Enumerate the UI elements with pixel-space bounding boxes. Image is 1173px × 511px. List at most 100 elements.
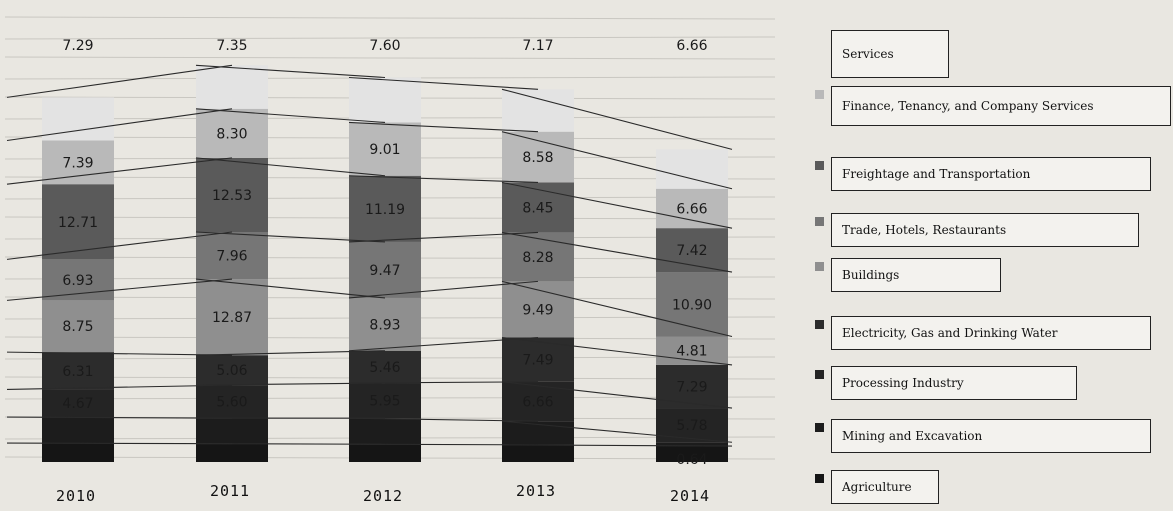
connector-line (501, 381, 733, 409)
legend-label: Agriculture (831, 470, 939, 504)
connector-line (195, 64, 386, 79)
legend-swatch (815, 217, 824, 226)
bar-finance-tenancy-and-company-services-2011 (196, 108, 268, 158)
connector-line (195, 278, 386, 299)
connector-line (501, 336, 733, 366)
data-label: 8.75 (62, 319, 93, 335)
bar-electricity-gas-and-drinking-water-2011 (196, 355, 268, 386)
data-label: 7.29 (62, 38, 93, 54)
bar-finance-tenancy-and-company-services-2014 (656, 188, 728, 229)
data-label: 7.29 (676, 380, 707, 396)
bar-services-2014 (656, 149, 728, 189)
series-finance-tenancy-and-company-services (42, 108, 728, 229)
connector-line (501, 88, 733, 150)
series-mining-and-excavation (42, 417, 728, 447)
bar-services-2010 (42, 97, 114, 141)
gridline (4, 36, 776, 40)
bar-buildings-2012 (349, 297, 421, 351)
bar-trade-hotels-restaurants-2014 (656, 272, 728, 337)
bar-buildings-2013 (502, 281, 574, 338)
bar-finance-tenancy-and-company-services-2010 (42, 140, 114, 185)
gridline (4, 16, 776, 20)
legend-label: Freightage and Transportation (831, 157, 1151, 191)
connector-line (6, 108, 233, 142)
legend-label: Trade, Hotels, Restaurants (831, 213, 1139, 247)
connector-line (501, 444, 733, 447)
x-tick-label: 2014 (670, 487, 710, 505)
bar-buildings-2011 (196, 279, 268, 356)
connector-line (195, 108, 386, 124)
bar-agriculture-2010 (42, 443, 114, 462)
data-label: 5.95 (369, 394, 400, 410)
data-label: 12.71 (58, 215, 98, 231)
data-label: 6.66 (522, 394, 553, 410)
legend-item-services: Services (815, 30, 949, 78)
legend-label: Finance, Tenancy, and Company Services (831, 86, 1171, 126)
data-labels: 0.64 4.67 5.60 5.95 6.66 5.78 6.31 5.06 5.46 7.49… (58, 38, 712, 468)
data-label: 6.93 (62, 273, 93, 289)
data-label: 5.60 (216, 395, 247, 411)
bar-agriculture-2014 (656, 446, 728, 462)
bar-freightage-and-transportation-2013 (502, 182, 574, 233)
connector-line (6, 231, 233, 260)
connector-line (195, 231, 386, 243)
bar-services-2011 (196, 65, 268, 109)
connector-line (348, 121, 539, 133)
connector-line (6, 416, 233, 419)
bar-electricity-gas-and-drinking-water-2010 (42, 352, 114, 390)
stacked-bar-chart: 0.64 4.67 5.60 5.95 6.66 5.78 6.31 5.06 5.46 7.49… (4, 16, 776, 505)
data-label: 8.30 (216, 126, 247, 142)
legend-item-electricity-gas-and-drinking-water: Electricity, Gas and Drinking Water (815, 316, 1151, 350)
legend-swatch (815, 370, 824, 379)
legend-item-processing-industry: Processing Industry (815, 366, 1077, 400)
data-label: 7.35 (216, 38, 247, 54)
legend-label: Electricity, Gas and Drinking Water (831, 316, 1151, 350)
connector-line (501, 420, 733, 443)
data-label: 6.66 (676, 38, 707, 54)
legend-swatch (815, 90, 824, 99)
data-label: 11.19 (365, 202, 405, 218)
bar-agriculture-2012 (349, 444, 421, 462)
data-label: 7.42 (676, 243, 707, 259)
connector-line (348, 417, 539, 422)
connector-line (501, 131, 733, 190)
connector-line (348, 280, 539, 299)
data-label: 7.60 (369, 38, 400, 54)
connector-line (6, 442, 233, 445)
connector-line (195, 157, 386, 177)
legend-swatch (815, 161, 824, 170)
connector-line (195, 350, 386, 356)
bar-mining-and-excavation-2014 (656, 442, 728, 447)
connector-line (501, 280, 733, 338)
bar-finance-tenancy-and-company-services-2012 (349, 122, 421, 176)
data-label: 8.28 (522, 250, 553, 266)
data-label: 12.53 (212, 188, 252, 204)
bar-services-2013 (502, 89, 574, 132)
data-label: 6.66 (676, 201, 707, 217)
data-label: 0.64 (676, 452, 707, 468)
legend-label: Processing Industry (831, 366, 1077, 400)
data-label: 9.47 (369, 263, 400, 279)
data-label: 4.67 (62, 396, 93, 412)
legend-swatch (815, 423, 824, 432)
connector-line (501, 181, 733, 229)
legend-swatch (815, 474, 824, 483)
x-axis-ticks: 2010 2011 2012 2013 2014 (56, 482, 710, 505)
legend-swatch (815, 34, 824, 43)
data-label: 6.31 (62, 364, 93, 380)
bar-freightage-and-transportation-2011 (196, 157, 268, 232)
bar-trade-hotels-restaurants-2013 (502, 232, 574, 282)
legend-item-mining-and-excavation: Mining and Excavation (815, 419, 1151, 453)
x-tick-label: 2010 (56, 487, 96, 505)
data-label: 8.58 (522, 150, 553, 166)
series-agriculture (42, 443, 728, 462)
bar-agriculture-2013 (502, 444, 574, 462)
connector-line (348, 231, 539, 243)
connector-line (6, 64, 233, 98)
series-services (42, 65, 728, 189)
connector-line (348, 336, 539, 352)
connector-line (501, 231, 733, 273)
bar-mining-and-excavation-2011 (196, 418, 268, 444)
bar-freightage-and-transportation-2010 (42, 184, 114, 260)
